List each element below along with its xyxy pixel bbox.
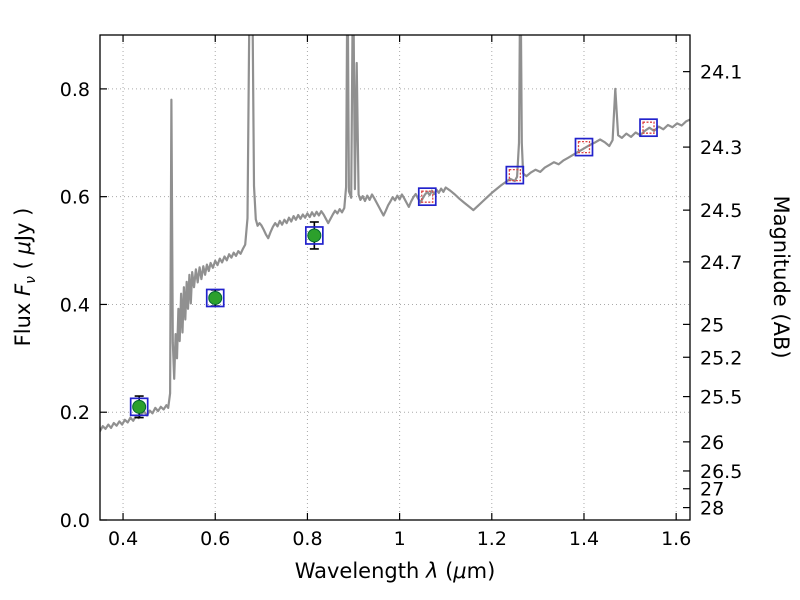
model-point-outer-square <box>505 165 525 185</box>
y-tick-label-right: 27 <box>700 479 724 501</box>
observed-point-square <box>304 226 324 245</box>
observed-point-square <box>129 397 149 417</box>
observed-point-circle <box>132 399 147 414</box>
observed-point-circle <box>307 228 322 243</box>
spectrum-polyline <box>100 35 690 433</box>
y-tick-label-right: 24.3 <box>700 137 742 159</box>
y-tick-label-right: 25.2 <box>700 347 742 369</box>
model-photometry-points <box>417 118 658 207</box>
model-point-inner-square <box>421 190 434 203</box>
y-tick-label-right: 24.7 <box>700 252 742 274</box>
axes-frame <box>99 34 691 521</box>
y-tick-label-left: 0.2 <box>60 402 90 424</box>
observed-point-circle <box>208 290 223 305</box>
y-tick-label-right: 24.1 <box>700 62 742 84</box>
tick-labels: 0.4 0.6 0.8 1 1.2 1.4 1.6 0.0 0.2 0.4 0.6 0.8 24.1 24… <box>60 62 743 550</box>
y-tick-label-right: 26.5 <box>700 461 742 483</box>
y-tick-label-right: 25.5 <box>700 387 742 409</box>
model-point-inner-square <box>508 168 521 182</box>
x-tick-label: 0.4 <box>108 528 138 550</box>
model-point-outer-square <box>639 118 658 138</box>
plot-border <box>99 34 691 521</box>
grid-lines <box>100 35 690 521</box>
x-tick-label: 0.8 <box>292 528 322 550</box>
model-point-inner-square <box>577 140 591 154</box>
model-point-outer-square <box>417 187 437 207</box>
y-tick-label-right: 24.5 <box>700 200 742 222</box>
x-tick-label: 1 <box>394 528 406 550</box>
y-tick-label-left: 0.0 <box>60 510 90 532</box>
model-point-inner-square <box>642 121 655 134</box>
y-tick-label-left: 0.8 <box>60 79 90 101</box>
y-tick-label-right: 25 <box>700 314 724 336</box>
y-tick-label-right: 28 <box>700 498 724 520</box>
x-tick-label: 1.4 <box>569 528 599 550</box>
y-axis-left-title: Flux Fν ( μJy ) <box>11 208 39 347</box>
observed-photometry-points <box>129 221 324 419</box>
x-axis-title: Wavelength λ (μm) <box>295 559 496 583</box>
x-tick-label: 0.6 <box>200 528 230 550</box>
x-tick-label: 1.6 <box>661 528 691 550</box>
observed-point-square <box>205 288 225 308</box>
y-axis-right-title: Magnitude (AB) <box>769 195 793 358</box>
y-tick-label-left: 0.6 <box>60 187 90 209</box>
x-tick-label: 1.2 <box>477 528 507 550</box>
y-tick-label-left: 0.4 <box>60 294 90 316</box>
y-tick-label-right: 26 <box>700 432 724 454</box>
tick-marks <box>100 35 690 521</box>
spectrum-line <box>100 35 690 433</box>
model-point-outer-square <box>574 137 594 157</box>
